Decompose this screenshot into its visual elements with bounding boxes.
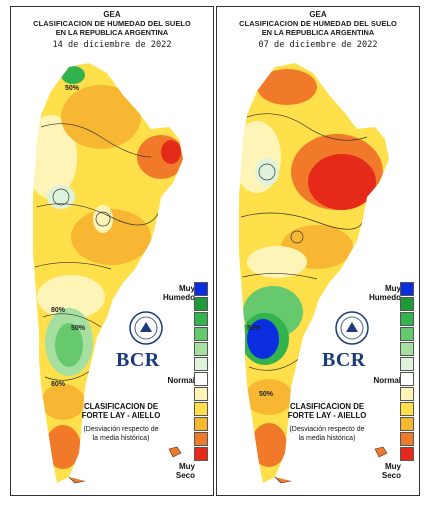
org-label: GEA	[103, 10, 121, 19]
legend-swatch	[400, 447, 414, 461]
legend-swatch	[194, 312, 208, 326]
bcr-seal-icon	[335, 311, 369, 345]
legend-swatch	[400, 312, 414, 326]
region-dry-far-south	[45, 425, 81, 469]
islands-shape	[168, 446, 182, 458]
region-wetter-patagonia	[55, 323, 83, 367]
legend-swatch	[194, 402, 208, 416]
map-title-line2: EN LA REPUBLICA ARGENTINA	[55, 28, 169, 37]
region-wet-spot	[255, 158, 279, 186]
legend-swatch	[194, 357, 208, 371]
legend-label-very-wet: Muy Humedo	[357, 284, 401, 302]
legend-very-dry-line1: Muy	[385, 462, 401, 471]
legend-swatch	[400, 387, 414, 401]
legend-swatch	[400, 372, 414, 386]
region-normal-west	[33, 115, 77, 199]
legend-swatch	[194, 417, 208, 431]
islands-shape	[374, 446, 388, 458]
legend-swatch	[400, 417, 414, 431]
legend-swatch	[400, 297, 414, 311]
legend-swatch	[400, 432, 414, 446]
region-wet-spot	[47, 185, 75, 209]
map-date: 14 de diciembre de 2022	[52, 40, 172, 50]
region-dry-south	[245, 379, 293, 415]
legend-swatch	[194, 447, 208, 461]
contour-label: 50%	[65, 85, 80, 92]
legend-swatch	[400, 282, 414, 296]
method-line2: FORTE LAY - AIELLO	[287, 411, 367, 420]
org-label: GEA	[309, 10, 327, 19]
region-normal-south	[37, 275, 105, 319]
method-note-line1: (Desviación respecto de	[83, 426, 159, 433]
legend-label-very-dry: Muy Seco	[357, 462, 401, 480]
method-note-line2: la media histórica)	[298, 434, 356, 442]
region-very-dry-ne	[161, 140, 181, 164]
legend-very-wet-line2: Humedo	[369, 293, 401, 302]
method-note: (Desviación respecto de la media históri…	[73, 426, 169, 443]
contour-label: 80%	[51, 381, 66, 388]
region-dry-far-south	[251, 423, 287, 467]
method-title: CLASIFICACION DE FORTE LAY - AIELLO	[279, 402, 375, 420]
legend-label-very-wet: Muy Humedo	[151, 284, 195, 302]
legend-swatch	[194, 432, 208, 446]
contour-label: 50%	[259, 391, 274, 398]
method-note-line1: (Desviación respecto de	[289, 426, 365, 433]
map-panel-07-dec: GEA CLASIFICACION DE HUMEDAD DEL SUELO E…	[216, 6, 420, 496]
legend-label-normal: Normal	[373, 376, 401, 385]
bcr-logo: BCR	[116, 349, 160, 371]
region-dry-center	[71, 209, 151, 265]
map-panel-14-dec: GEA CLASIFICACION DE HUMEDAD DEL SUELO E…	[10, 6, 214, 496]
legend-swatch	[194, 342, 208, 356]
legend-label-very-dry: Muy Seco	[151, 462, 195, 480]
argentina-soil-moisture-map	[239, 63, 389, 484]
legend-very-dry-line2: Seco	[381, 471, 401, 480]
legend-swatch	[400, 402, 414, 416]
legend-swatch	[194, 327, 208, 341]
legend-very-wet-line2: Humedo	[163, 293, 195, 302]
map-title-line1: CLASIFICACION DE HUMEDAD DEL SUELO	[33, 19, 191, 28]
legend-swatch	[194, 297, 208, 311]
legend-swatch	[400, 342, 414, 356]
legend-swatch	[194, 387, 208, 401]
argentina-soil-moisture-map	[33, 63, 183, 484]
legend-very-wet-line1: Muy	[179, 284, 195, 293]
region-normal-center	[93, 205, 113, 233]
region-very-dry-ne	[308, 154, 376, 210]
legend-very-wet-line1: Muy	[385, 284, 401, 293]
region-dry-south	[41, 384, 85, 420]
contour-label: 80%	[51, 307, 66, 314]
method-line1: CLASIFICACION DE	[83, 402, 159, 411]
map-title-line1: CLASIFICACION DE HUMEDAD DEL SUELO	[239, 19, 397, 28]
region-very-wet	[247, 319, 279, 359]
legend-very-dry-line2: Seco	[175, 471, 195, 480]
legend-swatch	[194, 372, 208, 386]
region-wet-north-tip	[61, 66, 85, 84]
legend-swatch	[400, 357, 414, 371]
bcr-seal-icon	[129, 311, 163, 345]
region-dry-north	[257, 69, 317, 105]
legend-label-normal: Normal	[167, 376, 195, 385]
region-normal-center	[247, 246, 307, 278]
map-title-line2: EN LA REPUBLICA ARGENTINA	[261, 28, 375, 37]
method-line2: FORTE LAY - AIELLO	[81, 411, 161, 420]
method-title: CLASIFICACION DE FORTE LAY - AIELLO	[73, 402, 169, 420]
legend-swatch	[400, 327, 414, 341]
legend-swatch	[194, 282, 208, 296]
contour-label: 50%	[71, 325, 86, 332]
region-dry-north	[61, 85, 141, 149]
method-line1: CLASIFICACION DE	[289, 402, 365, 411]
color-legend	[194, 282, 208, 462]
bcr-logo: BCR	[322, 349, 366, 371]
color-legend	[400, 282, 414, 462]
contour-label: 50%	[247, 325, 262, 332]
method-note-line2: la media histórica)	[92, 434, 150, 442]
method-note: (Desviación respecto de la media históri…	[279, 426, 375, 443]
legend-very-dry-line1: Muy	[179, 462, 195, 471]
map-date: 07 de diciembre de 2022	[258, 40, 378, 50]
